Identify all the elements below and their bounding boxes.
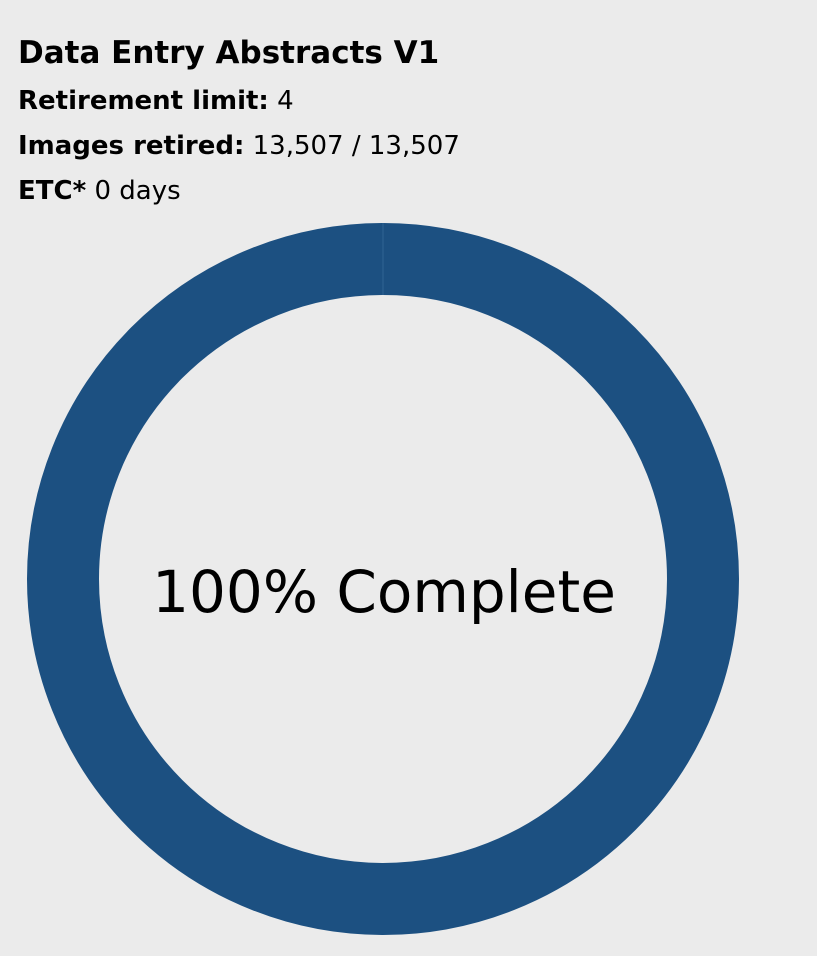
etc-label: ETC* [18,176,87,206]
progress-percent-label: 100% Complete [152,558,616,626]
images-retired-label: Images retired: [18,131,245,161]
etc-value: 0 days [94,176,181,206]
images-retired-value: 13,507 / 13,507 [252,131,460,161]
etc-stat: ETC* 0 days [18,174,181,208]
retirement-limit-value: 4 [277,86,294,116]
retirement-limit-stat: Retirement limit: 4 [18,84,294,118]
project-title: Data Entry Abstracts V1 [18,35,440,71]
retirement-limit-label: Retirement limit: [18,86,269,116]
images-retired-stat: Images retired: 13,507 / 13,507 [18,129,460,163]
